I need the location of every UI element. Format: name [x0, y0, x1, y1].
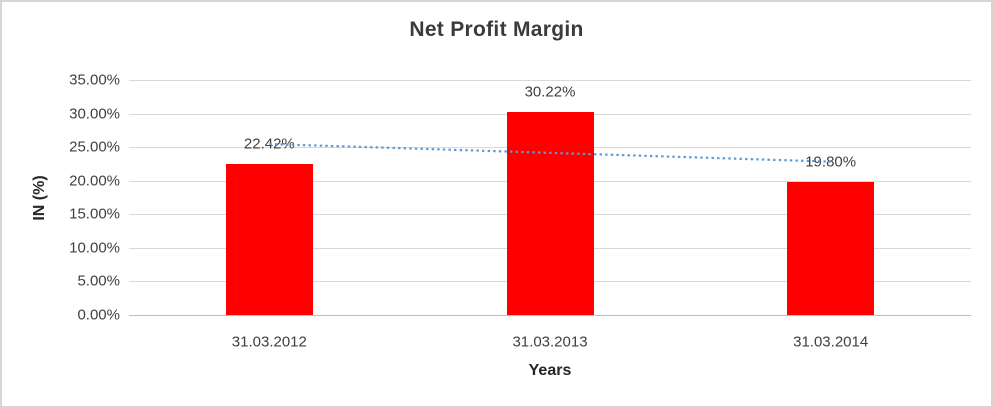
y-tick-label: 30.00%	[69, 105, 120, 123]
bar	[787, 182, 875, 315]
x-tick-label: 31.03.2013	[512, 333, 588, 351]
chart-title: Net Profit Margin	[409, 18, 584, 41]
bar-data-label: 30.22%	[524, 83, 576, 101]
bar-data-label: 19.80%	[805, 153, 857, 171]
bar	[506, 112, 594, 315]
y-tick-label: 15.00%	[69, 205, 120, 223]
bar-data-label: 22.42%	[243, 135, 295, 153]
x-tick-label: 31.03.2012	[231, 333, 307, 351]
x-axis-title: Years	[528, 362, 572, 379]
y-tick-label: 0.00%	[77, 306, 120, 324]
y-tick-label: 10.00%	[69, 239, 120, 257]
y-tick-label: 35.00%	[69, 71, 120, 89]
gridline	[129, 80, 971, 81]
y-tick-label: 5.00%	[77, 272, 120, 290]
x-axis-line	[129, 315, 971, 316]
x-tick-label: 31.03.2014	[793, 333, 869, 351]
y-tick-label: 20.00%	[69, 172, 120, 190]
bar	[225, 164, 313, 315]
y-tick-label: 25.00%	[69, 138, 120, 156]
